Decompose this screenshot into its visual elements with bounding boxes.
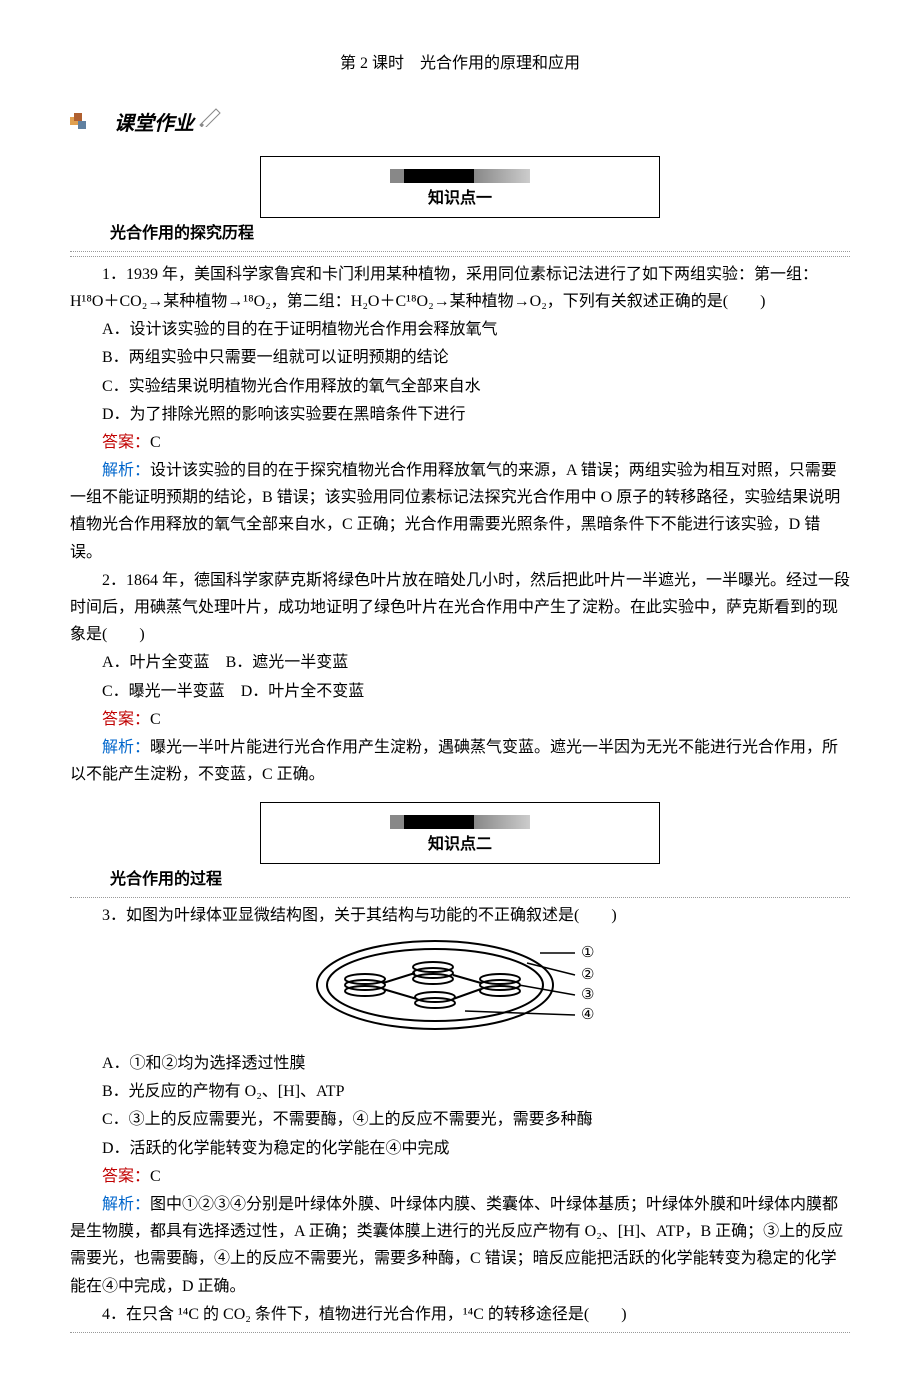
q3-analysis: 解析：图中①②③④分别是叶绿体外膜、叶绿体内膜、类囊体、叶绿体基质；叶绿体外膜和… bbox=[70, 1191, 850, 1300]
q1-option-d: D．为了排除光照的影响该实验要在黑暗条件下进行 bbox=[70, 401, 850, 428]
pencil-icon bbox=[198, 114, 226, 131]
analysis-label: 解析： bbox=[102, 462, 150, 479]
knowledge-point-2-box: 知识点二 bbox=[260, 802, 660, 863]
divider bbox=[70, 251, 850, 252]
knowledge-point-1-label: 知识点一 bbox=[261, 185, 659, 212]
diagram-label-4: ④ bbox=[581, 1007, 594, 1023]
diagram-label-1: ① bbox=[581, 945, 594, 961]
lesson-title: 第 2 课时 光合作用的原理和应用 bbox=[70, 50, 850, 77]
q2-options-ab: A．叶片全变蓝 B．遮光一半变蓝 bbox=[70, 649, 850, 676]
q3-option-b: B．光反应的产物有 O₂、[H]、ATP bbox=[70, 1078, 850, 1105]
q2-option-a: A．叶片全变蓝 bbox=[102, 654, 210, 671]
answer-label: 答案： bbox=[102, 434, 150, 451]
knowledge-2-subtitle: 光合作用的过程 bbox=[110, 866, 850, 893]
q1-answer-value: C bbox=[150, 434, 161, 451]
answer-label: 答案： bbox=[102, 1168, 150, 1185]
knowledge-point-2-label: 知识点二 bbox=[261, 831, 659, 858]
chloroplast-diagram: ① ② ③ ④ bbox=[70, 935, 850, 1044]
knowledge-bar-icon bbox=[390, 815, 530, 829]
q2-answer-value: C bbox=[150, 711, 161, 728]
section-header: 课堂作业 bbox=[70, 105, 850, 142]
divider bbox=[70, 1332, 850, 1333]
q1-analysis: 解析：设计该实验的目的在于探究植物光合作用释放氧气的来源，A 错误；两组实验为相… bbox=[70, 457, 850, 566]
q2-option-c: C．曝光一半变蓝 bbox=[102, 683, 225, 700]
q2-analysis-text: 曝光一半叶片能进行光合作用产生淀粉，遇碘蒸气变蓝。遮光一半因为无光不能进行光合作… bbox=[70, 739, 838, 783]
q2-answer: 答案：C bbox=[70, 706, 850, 733]
q1-stem: 1．1939 年，美国科学家鲁宾和卡门利用某种植物，采用同位素标记法进行了如下两… bbox=[70, 261, 850, 315]
divider bbox=[70, 256, 850, 257]
divider bbox=[70, 897, 850, 898]
diagram-label-3: ③ bbox=[581, 987, 594, 1003]
brush-icon bbox=[70, 105, 106, 142]
q1-option-a: A．设计该实验的目的在于证明植物光合作用会释放氧气 bbox=[70, 316, 850, 343]
knowledge-1-subtitle: 光合作用的探究历程 bbox=[110, 220, 850, 247]
q3-analysis-text: 图中①②③④分别是叶绿体外膜、叶绿体内膜、类囊体、叶绿体基质；叶绿体外膜和叶绿体… bbox=[70, 1196, 843, 1295]
q3-option-d: D．活跃的化学能转变为稳定的化学能在④中完成 bbox=[70, 1135, 850, 1162]
section-label: 课堂作业 bbox=[114, 113, 194, 135]
q1-option-c: C．实验结果说明植物光合作用释放的氧气全部来自水 bbox=[70, 373, 850, 400]
knowledge-point-1-box: 知识点一 bbox=[260, 156, 660, 217]
analysis-label: 解析： bbox=[102, 1196, 150, 1213]
q3-option-a: A．①和②均为选择透过性膜 bbox=[70, 1050, 850, 1077]
analysis-label: 解析： bbox=[102, 739, 150, 756]
answer-label: 答案： bbox=[102, 711, 150, 728]
q1-analysis-text: 设计该实验的目的在于探究植物光合作用释放氧气的来源，A 错误；两组实验为相互对照… bbox=[70, 462, 840, 561]
q4-stem: 4．在只含 ¹⁴C 的 CO₂ 条件下，植物进行光合作用，¹⁴C 的转移途径是(… bbox=[70, 1301, 850, 1328]
q2-stem: 2．1864 年，德国科学家萨克斯将绿色叶片放在暗处几小时，然后把此叶片一半遮光… bbox=[70, 567, 850, 649]
q2-options-cd: C．曝光一半变蓝 D．叶片全不变蓝 bbox=[70, 678, 850, 705]
q1-answer: 答案：C bbox=[70, 429, 850, 456]
q3-option-c: C．③上的反应需要光，不需要酶，④上的反应不需要光，需要多种酶 bbox=[70, 1106, 850, 1133]
q3-stem: 3．如图为叶绿体亚显微结构图，关于其结构与功能的不正确叙述是( ) bbox=[70, 902, 850, 929]
q3-answer: 答案：C bbox=[70, 1163, 850, 1190]
q2-option-b: B．遮光一半变蓝 bbox=[226, 654, 349, 671]
q1-option-b: B．两组实验中只需要一组就可以证明预期的结论 bbox=[70, 344, 850, 371]
q2-analysis: 解析：曝光一半叶片能进行光合作用产生淀粉，遇碘蒸气变蓝。遮光一半因为无光不能进行… bbox=[70, 734, 850, 788]
q2-option-d: D．叶片全不变蓝 bbox=[241, 683, 365, 700]
q3-answer-value: C bbox=[150, 1168, 161, 1185]
knowledge-bar-icon bbox=[390, 169, 530, 183]
diagram-label-2: ② bbox=[581, 967, 594, 983]
